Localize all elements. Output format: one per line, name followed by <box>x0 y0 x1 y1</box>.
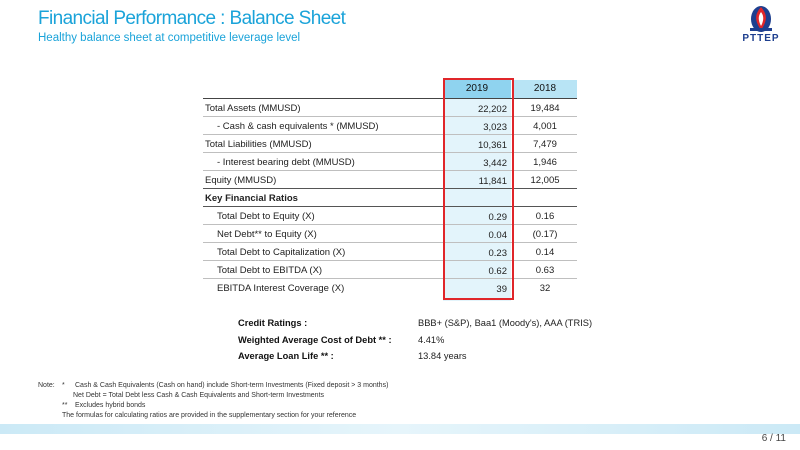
section-header-row: Key Financial Ratios <box>203 189 577 207</box>
value-2018: 0.16 <box>535 211 555 222</box>
table-header: 2019 2018 <box>203 80 577 98</box>
row-divider <box>203 134 577 135</box>
pttep-logo: PTTEP <box>730 4 792 48</box>
header-divider <box>203 98 577 99</box>
value-2019: 0.29 <box>488 212 508 223</box>
loan-life-value: 13.84 years <box>418 351 467 361</box>
logo-text: PTTEP <box>742 33 780 44</box>
loan-life-label: Average Loan Life ** : <box>238 351 334 361</box>
table-row: Total Debt to Equity (X) 0.29 0.16 <box>203 207 577 225</box>
value-2018: 7,479 <box>533 139 557 150</box>
row-divider <box>203 242 577 243</box>
table-row: Total Liabilities (MMUSD) 10,361 7,479 <box>203 135 577 153</box>
row-divider <box>203 260 577 261</box>
note-prefix: Note: <box>38 382 55 389</box>
row-label: Equity (MMUSD) <box>205 175 277 186</box>
logo-emblem-icon <box>750 6 772 32</box>
value-2019: 39 <box>496 284 507 295</box>
value-2018: 4,001 <box>533 121 557 132</box>
table-row: Total Assets (MMUSD) 22,202 19,484 <box>203 99 577 117</box>
row-divider <box>203 116 577 117</box>
value-2018: 32 <box>539 283 551 294</box>
table-row: Total Debt to Capitalization (X) 0.23 0.… <box>203 243 577 261</box>
row-label: Total Debt to EBITDA (X) <box>217 265 323 276</box>
column-header-2018: 2018 <box>513 80 577 98</box>
table-row: EBITDA Interest Coverage (X) 39 32 <box>203 279 577 297</box>
row-label: Net Debt** to Equity (X) <box>217 229 317 240</box>
row-label: - Interest bearing debt (MMUSD) <box>217 157 355 168</box>
row-divider <box>203 206 577 207</box>
credit-ratings-label: Credit Ratings : <box>238 318 308 328</box>
column-header-2019: 2019 <box>443 80 511 98</box>
row-label: EBITDA Interest Coverage (X) <box>217 283 345 294</box>
table-row: Net Debt** to Equity (X) 0.04 (0.17) <box>203 225 577 243</box>
highlight-2019-outline <box>443 78 514 300</box>
value-2019: 0.23 <box>488 248 508 259</box>
value-2018: 1,946 <box>533 157 557 168</box>
highlight-2019-band <box>443 99 511 301</box>
value-2018: 0.63 <box>535 265 555 276</box>
note-star-2: ** <box>62 402 68 409</box>
row-label: - Cash & cash equivalents * (MMUSD) <box>217 121 379 132</box>
value-2018: (0.17) <box>532 229 558 240</box>
footer-band <box>0 424 800 434</box>
table-row: - Interest bearing debt (MMUSD) 3,442 1,… <box>203 153 577 171</box>
wacd-label: Weighted Average Cost of Debt ** : <box>238 335 392 345</box>
value-2019: 0.62 <box>488 266 508 277</box>
wacd-value: 4.41% <box>418 335 445 345</box>
value-2019: 22,202 <box>477 104 507 115</box>
row-divider <box>203 188 577 189</box>
value-2019: 10,361 <box>477 140 507 151</box>
note-line-3: Excludes hybrid bonds <box>75 402 146 409</box>
page-title: Financial Performance : Balance Sheet <box>38 8 346 29</box>
row-divider <box>203 170 577 171</box>
note-line-2: Net Debt = Total Debt less Cash & Cash E… <box>73 392 325 399</box>
value-2019: 0.04 <box>488 230 508 241</box>
note-line-4: The formulas for calculating ratios are … <box>62 412 357 419</box>
value-2019: 3,023 <box>483 122 507 133</box>
value-2019: 11,841 <box>478 176 507 187</box>
value-2018: 12,005 <box>530 175 560 186</box>
value-2019: 3,442 <box>483 158 507 169</box>
credit-ratings-value: BBB+ (S&P), Baa1 (Moody's), AAA (TRIS) <box>418 318 593 328</box>
row-label: Total Debt to Equity (X) <box>217 211 315 222</box>
row-label: Total Debt to Capitalization (X) <box>217 247 346 258</box>
table-row: Equity (MMUSD) 11,841 12,005 <box>203 171 577 189</box>
table-row: - Cash & cash equivalents * (MMUSD) 3,02… <box>203 117 577 135</box>
note-line-1: Cash & Cash Equivalents (Cash on hand) i… <box>75 382 389 389</box>
note-star-1: * <box>62 382 65 389</box>
row-divider <box>203 224 577 225</box>
value-2018: 0.14 <box>535 247 555 258</box>
row-label: Total Liabilities (MMUSD) <box>205 139 312 150</box>
row-divider <box>203 278 577 279</box>
value-2018: 19,484 <box>530 103 560 114</box>
page-subtitle: Healthy balance sheet at competitive lev… <box>38 32 301 44</box>
row-label: Total Assets (MMUSD) <box>205 103 301 114</box>
row-divider <box>203 152 577 153</box>
page-number: 6 / 11 <box>761 433 786 444</box>
table-row: Total Debt to EBITDA (X) 0.62 0.63 <box>203 261 577 279</box>
section-label: Key Financial Ratios <box>205 193 298 204</box>
